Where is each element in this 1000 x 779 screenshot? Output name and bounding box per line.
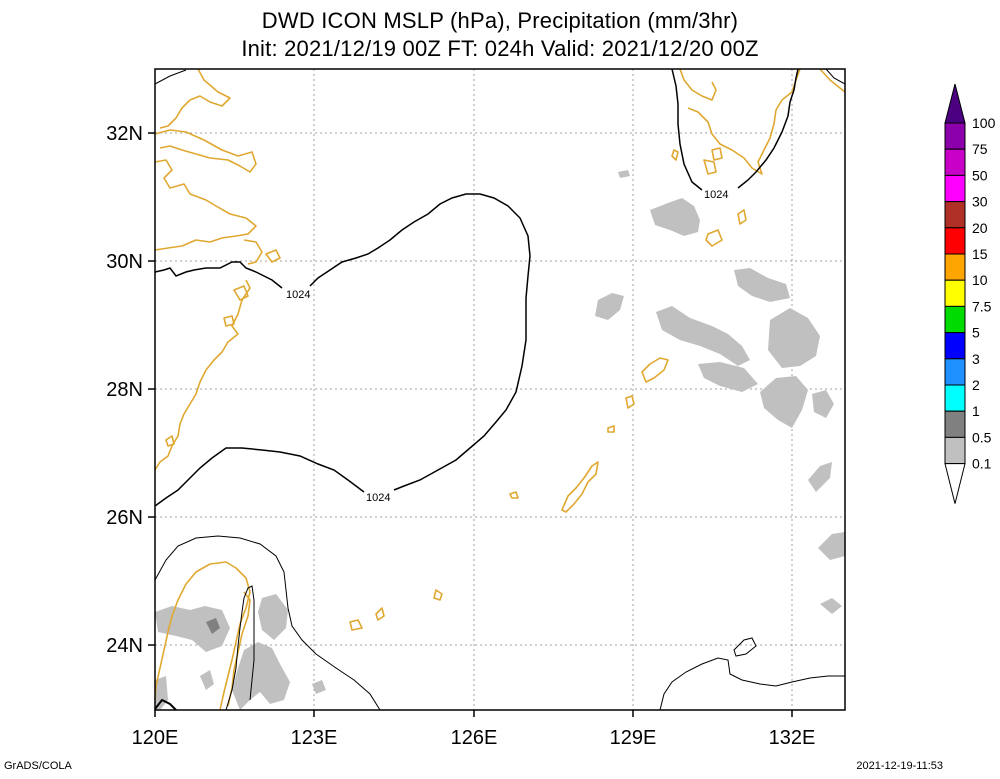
colorbar-cap-top [944, 83, 966, 124]
isobar-nw [154, 69, 187, 85]
coastline-ryukyu [349, 149, 679, 631]
isobar-label: 1024 [704, 189, 728, 201]
map-title: DWD ICON MSLP (hPa), Precipitation (mm/3… [261, 8, 739, 33]
isobar-labels: 1024 1024 1024 [286, 189, 728, 504]
colorbar-label: 1 [972, 403, 980, 419]
colorbar-label: 50 [972, 167, 988, 183]
isobar-label: 1024 [366, 492, 390, 504]
lat-label: 30N [106, 251, 143, 273]
colorbar-swatch [944, 122, 966, 150]
coastline-taiwan-strait [227, 591, 251, 707]
longitude-labels: 120E 123E 126E 129E 132E [132, 727, 816, 749]
isobar-taiwan [225, 585, 255, 711]
precip-area [650, 198, 700, 236]
colorbar: 100 75 50 30 20 15 10 7.5 5 3 2 1 0.5 0.1 [944, 83, 996, 504]
isobar-label: 1024 [286, 289, 310, 301]
colorbar-swatch [944, 201, 966, 229]
precip-area [812, 390, 834, 418]
lon-label: 132E [769, 727, 816, 749]
colorbar-swatch [944, 436, 966, 465]
colorbar-swatch [944, 279, 966, 307]
colorbar-swatch [944, 332, 966, 360]
colorbar-label: 7.5 [972, 298, 992, 314]
precip-area [155, 606, 230, 652]
colorbar-label: 0.1 [972, 456, 992, 472]
lon-label: 129E [610, 727, 657, 749]
colorbar-label: 20 [972, 220, 988, 236]
colorbar-swatch [944, 227, 966, 255]
map-subtitle: Init: 2021/12/19 00Z FT: 024h Valid: 202… [241, 36, 759, 61]
coastline-island [705, 209, 747, 247]
precip-area-heavy [206, 618, 220, 634]
precip-area [808, 462, 832, 492]
isobar-1024-north [154, 193, 531, 491]
precip-area [760, 376, 808, 428]
precip-area [232, 642, 290, 710]
precip-area [200, 670, 214, 690]
isobar-south [154, 535, 381, 711]
coastline-china-islands [165, 285, 249, 447]
precip-area [734, 268, 790, 302]
lon-label: 123E [291, 727, 338, 749]
precip-area [698, 362, 758, 392]
isobar-1024-kyushu [671, 68, 703, 191]
isobar-southeast [659, 657, 845, 711]
isobar-1024-south [154, 447, 365, 507]
colorbar-label: 15 [972, 246, 988, 262]
coastlines [154, 68, 846, 711]
precipitation-shading [155, 170, 845, 710]
colorbar-swatch [944, 410, 966, 438]
colorbar-label: 100 [972, 115, 996, 131]
colorbar-swatch [944, 174, 966, 203]
colorbar-swatch [944, 384, 966, 412]
colorbar-label: 30 [972, 194, 988, 210]
lat-label: 26N [106, 507, 143, 529]
isobars [154, 68, 846, 711]
colorbar-label: 2 [972, 377, 980, 393]
coastline-china [154, 68, 281, 471]
latitude-labels: 32N 30N 28N 26N 24N [106, 123, 143, 657]
lon-label: 120E [132, 727, 179, 749]
precip-area [768, 308, 820, 368]
precip-area [312, 680, 326, 694]
coastline-taiwan [154, 561, 251, 711]
axis-ticks [148, 132, 793, 717]
colorbar-swatch [944, 305, 966, 334]
isobar-corner [154, 698, 177, 711]
isobar-small [733, 637, 757, 657]
precip-area [818, 532, 845, 560]
lat-label: 28N [106, 379, 143, 401]
colorbar-swatch [944, 253, 966, 281]
lat-label: 32N [106, 123, 143, 145]
precip-area [656, 306, 750, 366]
colorbar-label: 3 [972, 351, 980, 367]
colorbar-label: 75 [972, 141, 988, 157]
colorbar-label: 10 [972, 272, 988, 288]
isobar-1024-kyushu-right [737, 68, 799, 189]
lon-label: 126E [451, 727, 498, 749]
coastline-kyushu [679, 68, 846, 175]
colorbar-label: 0.5 [972, 429, 992, 445]
isobar-ne [825, 68, 846, 85]
footer-timestamp: 2021-12-19-11:53 [856, 760, 943, 772]
colorbar-label: 5 [972, 325, 980, 341]
precip-area [820, 598, 842, 614]
footer-software: GrADS/COLA [4, 760, 72, 772]
colorbar-swatch [944, 148, 966, 176]
precip-area [595, 293, 624, 320]
colorbar-cap-bottom [944, 463, 966, 504]
lat-label: 24N [106, 635, 143, 657]
precip-area [618, 170, 630, 178]
colorbar-swatch [944, 358, 966, 386]
precip-area [258, 594, 288, 640]
